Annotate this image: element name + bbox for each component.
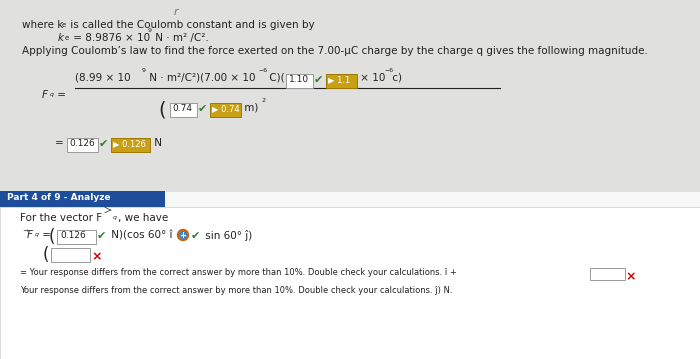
Text: × 10: × 10 xyxy=(357,73,386,83)
Text: N · m²/C²)(7.00 × 10: N · m²/C²)(7.00 × 10 xyxy=(146,73,256,83)
FancyBboxPatch shape xyxy=(589,267,624,280)
Text: ▶ 0.74: ▶ 0.74 xyxy=(212,104,239,113)
Text: 0.126: 0.126 xyxy=(69,139,94,148)
FancyBboxPatch shape xyxy=(286,74,312,88)
Text: C)(: C)( xyxy=(266,73,285,83)
Text: ×: × xyxy=(625,270,636,283)
Text: 9: 9 xyxy=(142,68,146,73)
Text: N)(cos 60° î: N)(cos 60° î xyxy=(108,230,176,240)
Text: 2: 2 xyxy=(262,98,266,103)
Text: =: = xyxy=(54,90,66,100)
Text: F: F xyxy=(42,90,48,100)
Text: e: e xyxy=(65,35,69,41)
FancyBboxPatch shape xyxy=(169,103,197,117)
Text: For the vector F: For the vector F xyxy=(20,213,102,223)
Text: N: N xyxy=(151,138,162,148)
Text: e: e xyxy=(62,22,66,28)
Text: (8.99 × 10: (8.99 × 10 xyxy=(75,73,131,83)
Text: c): c) xyxy=(389,73,402,83)
Text: =: = xyxy=(55,138,64,148)
FancyBboxPatch shape xyxy=(0,192,700,359)
Text: F: F xyxy=(27,230,33,240)
Text: r: r xyxy=(174,7,178,17)
Text: (: ( xyxy=(158,101,166,120)
Text: ×: × xyxy=(91,250,101,263)
Text: ✔: ✔ xyxy=(99,139,108,149)
FancyBboxPatch shape xyxy=(66,137,97,151)
Text: m): m) xyxy=(241,103,258,113)
FancyBboxPatch shape xyxy=(209,103,241,117)
Text: (: ( xyxy=(49,228,55,246)
FancyBboxPatch shape xyxy=(50,247,90,261)
Text: −6: −6 xyxy=(258,68,267,73)
Text: sin 60° ĵ): sin 60° ĵ) xyxy=(202,230,252,241)
FancyBboxPatch shape xyxy=(0,0,700,192)
Text: 9: 9 xyxy=(148,28,152,33)
Text: = 8.9876 × 10: = 8.9876 × 10 xyxy=(70,33,150,43)
Text: Your response differs from the correct answer by more than 10%. Double check you: Your response differs from the correct a… xyxy=(20,286,452,295)
Text: ✔: ✔ xyxy=(198,104,207,114)
Text: Applying Coulomb’s law to find the force exerted on the 7.00-μC charge by the ch: Applying Coulomb’s law to find the force… xyxy=(22,46,648,56)
Text: k: k xyxy=(58,33,64,43)
Text: Part 4 of 9 - Analyze: Part 4 of 9 - Analyze xyxy=(7,193,111,202)
Text: 0.74: 0.74 xyxy=(172,104,192,113)
Circle shape xyxy=(178,229,188,241)
Text: is called the Coulomb constant and is given by: is called the Coulomb constant and is gi… xyxy=(67,20,314,30)
Circle shape xyxy=(179,232,186,238)
Text: ✔: ✔ xyxy=(191,231,200,241)
Text: q: q xyxy=(113,215,117,220)
FancyBboxPatch shape xyxy=(0,191,165,207)
Text: N · m² /C².: N · m² /C². xyxy=(152,33,209,43)
Text: (: ( xyxy=(43,246,50,264)
FancyBboxPatch shape xyxy=(111,137,150,151)
Text: ✔: ✔ xyxy=(97,231,106,241)
Text: = Your response differs from the correct answer by more than 10%. Double check y: = Your response differs from the correct… xyxy=(20,268,456,277)
FancyBboxPatch shape xyxy=(0,207,700,359)
Text: ✔: ✔ xyxy=(314,75,323,85)
Text: 0.126: 0.126 xyxy=(60,231,85,240)
Text: q: q xyxy=(35,232,39,237)
FancyBboxPatch shape xyxy=(57,229,95,243)
Text: −6: −6 xyxy=(384,68,393,73)
Text: where k: where k xyxy=(22,20,64,30)
Text: ▶ 1.1: ▶ 1.1 xyxy=(328,75,350,84)
Text: q: q xyxy=(50,92,54,97)
Text: =: = xyxy=(39,230,51,240)
Text: , we have: , we have xyxy=(118,213,168,223)
Text: 1.10: 1.10 xyxy=(289,75,309,84)
Text: ▶ 0.126: ▶ 0.126 xyxy=(113,139,146,148)
FancyBboxPatch shape xyxy=(326,74,356,88)
Text: +: + xyxy=(179,230,186,239)
